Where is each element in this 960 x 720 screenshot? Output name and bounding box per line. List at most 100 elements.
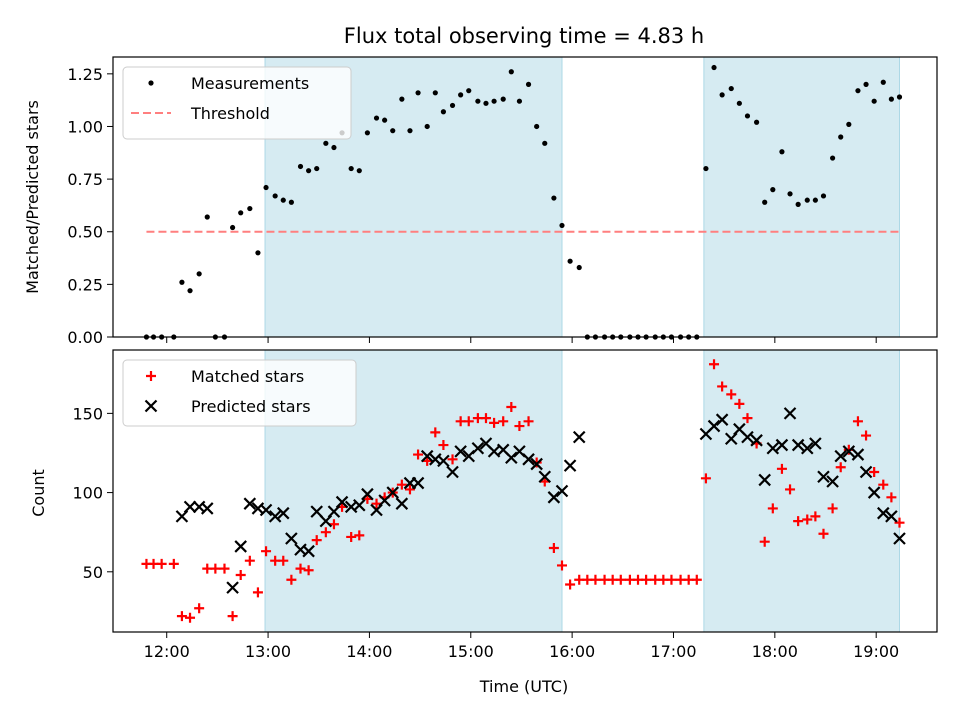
chart-title: Flux total observing time = 4.83 h bbox=[344, 24, 704, 48]
matched-star-point bbox=[295, 563, 306, 574]
predicted-star-point bbox=[530, 457, 543, 471]
matched-star-point bbox=[176, 611, 187, 622]
matched-star-point bbox=[523, 416, 534, 427]
measurement-point bbox=[677, 334, 684, 340]
measurement-point bbox=[221, 334, 228, 340]
predicted-star-point bbox=[563, 459, 577, 472]
matched-star-point bbox=[354, 530, 365, 541]
measurement-point bbox=[187, 288, 193, 294]
measurement-point bbox=[863, 81, 869, 87]
predicted-star-point bbox=[226, 581, 239, 594]
matched-star-point bbox=[556, 560, 567, 571]
legend: Matched stars Predicted stars bbox=[122, 359, 357, 427]
measurement-point bbox=[838, 134, 844, 140]
measurement-point bbox=[686, 334, 692, 340]
matched-star-point bbox=[861, 430, 872, 441]
measurement-point bbox=[753, 119, 760, 125]
legend-marker-dot bbox=[148, 80, 154, 86]
top-panel: 0.00 0.25 0.50 0.75 1.00 1.25 Measurements Thr… bbox=[23, 56, 938, 347]
matched-star-point bbox=[311, 535, 322, 546]
predicted-star-point bbox=[437, 454, 450, 468]
measurement-point bbox=[728, 85, 734, 92]
matched-star-point bbox=[506, 402, 517, 413]
y-tick-label: 50 bbox=[83, 563, 103, 582]
measurement-point bbox=[508, 69, 514, 75]
bottom-y-axis-label: Count bbox=[29, 469, 48, 517]
predicted-star-point bbox=[302, 544, 315, 558]
measurement-point bbox=[830, 155, 836, 161]
predicted-star-point bbox=[183, 500, 197, 514]
predicted-star-point bbox=[395, 497, 409, 510]
measurement-point bbox=[551, 195, 557, 201]
matched-star-point bbox=[878, 479, 889, 490]
predicted-star-point bbox=[809, 437, 822, 450]
matched-star-point bbox=[886, 492, 897, 503]
matched-star-point bbox=[235, 569, 246, 580]
measurement-point bbox=[159, 334, 165, 340]
shaded-interval bbox=[703, 349, 900, 633]
predicted-star-point bbox=[285, 532, 298, 545]
measurement-point bbox=[601, 334, 608, 340]
matched-star-point bbox=[767, 503, 778, 514]
measurement-point bbox=[196, 271, 202, 277]
measurement-point bbox=[440, 109, 447, 115]
measurement-point bbox=[668, 334, 675, 340]
measurement-point bbox=[660, 334, 666, 340]
matched-star-point bbox=[835, 462, 846, 473]
matched-star-point bbox=[252, 587, 263, 598]
matched-star-point bbox=[346, 531, 357, 542]
predicted-star-point bbox=[715, 413, 729, 426]
predicted-star-point bbox=[885, 510, 898, 523]
measurement-point bbox=[212, 334, 218, 340]
predicted-star-point bbox=[420, 449, 434, 463]
predicted-star-point bbox=[200, 502, 214, 515]
measurement-point bbox=[779, 149, 785, 155]
matched-star-point bbox=[691, 574, 702, 585]
measurement-point bbox=[179, 279, 185, 285]
predicted-star-point bbox=[555, 484, 569, 498]
measurement-point bbox=[491, 98, 497, 104]
measurement-point bbox=[364, 130, 370, 136]
matched-star-point bbox=[565, 579, 576, 590]
matched-star-point bbox=[463, 416, 474, 427]
predicted-star-point bbox=[243, 497, 257, 510]
measurement-point bbox=[880, 79, 886, 85]
legend-label: Predicted stars bbox=[191, 397, 311, 416]
predicted-star-point bbox=[234, 540, 247, 553]
x-tick-label: 14:00 bbox=[346, 642, 392, 661]
measurement-point bbox=[348, 165, 354, 172]
axes-frame bbox=[112, 56, 938, 338]
matched-star-point bbox=[278, 555, 289, 566]
measurement-point bbox=[399, 96, 405, 102]
matched-star-point bbox=[709, 359, 720, 370]
measurement-point bbox=[542, 140, 548, 146]
measurement-point bbox=[635, 334, 641, 340]
measurement-point bbox=[643, 334, 649, 340]
predicted-star-point bbox=[268, 510, 282, 523]
measurement-point bbox=[762, 199, 768, 205]
measurement-point bbox=[871, 98, 877, 104]
matched-star-point bbox=[726, 389, 737, 400]
measurement-point bbox=[744, 113, 751, 119]
measurement-point bbox=[466, 88, 472, 94]
measurement-point bbox=[150, 334, 157, 340]
measurement-point bbox=[846, 121, 852, 127]
matched-star-point bbox=[514, 421, 525, 432]
y-tick-label: 0.50 bbox=[67, 223, 103, 242]
matched-star-point bbox=[641, 574, 652, 585]
measurement-point bbox=[390, 128, 396, 134]
legend-label: Measurements bbox=[191, 74, 309, 93]
matched-star-point bbox=[194, 603, 205, 614]
top-y-axis-label: Matched/Predicted stars bbox=[23, 100, 42, 294]
y-tick-label: 0.75 bbox=[67, 170, 103, 189]
legend-marker-plus bbox=[146, 371, 156, 381]
measurement-point bbox=[229, 224, 236, 231]
matched-star-point bbox=[303, 565, 314, 576]
legend-label: Threshold bbox=[190, 104, 270, 123]
bottom-panel: 50 100 150 12:00 13:00 14:00 15:00 16:00 17:00 18… bbox=[29, 349, 938, 696]
x-axis-label: Time (UTC) bbox=[479, 677, 568, 696]
predicted-star-point bbox=[834, 449, 847, 463]
measurement-point bbox=[534, 123, 540, 130]
x-tick-label: 15:00 bbox=[448, 642, 494, 661]
matched-star-point bbox=[827, 503, 838, 514]
